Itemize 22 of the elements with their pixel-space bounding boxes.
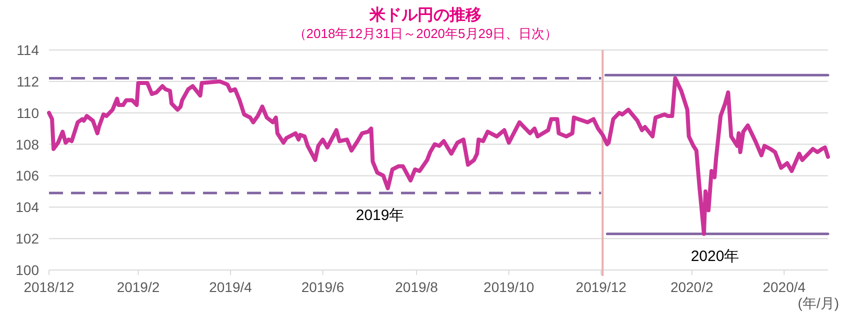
- x-tick-label: 2020/2: [670, 279, 714, 295]
- y-tick-label: 110: [16, 104, 40, 121]
- x-tick-label: 2019/6: [301, 279, 344, 295]
- x-tick-label: 2020/4: [762, 279, 806, 295]
- y-tick-label: 114: [16, 42, 40, 58]
- y-tick-label: 112: [16, 73, 40, 90]
- annotation: 2019年: [356, 207, 404, 224]
- y-tick-label: 108: [16, 136, 40, 152]
- x-tick-label: 2019/2: [116, 279, 160, 295]
- chart-subtitle: （2018年12月31日～2020年5月29日、日次）: [293, 26, 558, 41]
- x-tick-label: 2018/12: [24, 279, 75, 295]
- y-tick-label: 102: [16, 230, 40, 247]
- annotation: 2020年: [690, 248, 740, 265]
- y-tick-label: 100: [16, 262, 40, 278]
- y-tick-label: 104: [16, 199, 40, 216]
- x-tick-label: 2019/4: [209, 279, 252, 295]
- y-tick-label: 106: [16, 168, 40, 184]
- x-tick-label: 2019/12: [576, 279, 627, 295]
- x-tick-label: 2019/10: [484, 279, 534, 295]
- x-tick-label: 2019/8: [395, 279, 438, 295]
- chart-title: 米ドル円の推移: [368, 6, 482, 24]
- text: (年/月): [798, 295, 839, 311]
